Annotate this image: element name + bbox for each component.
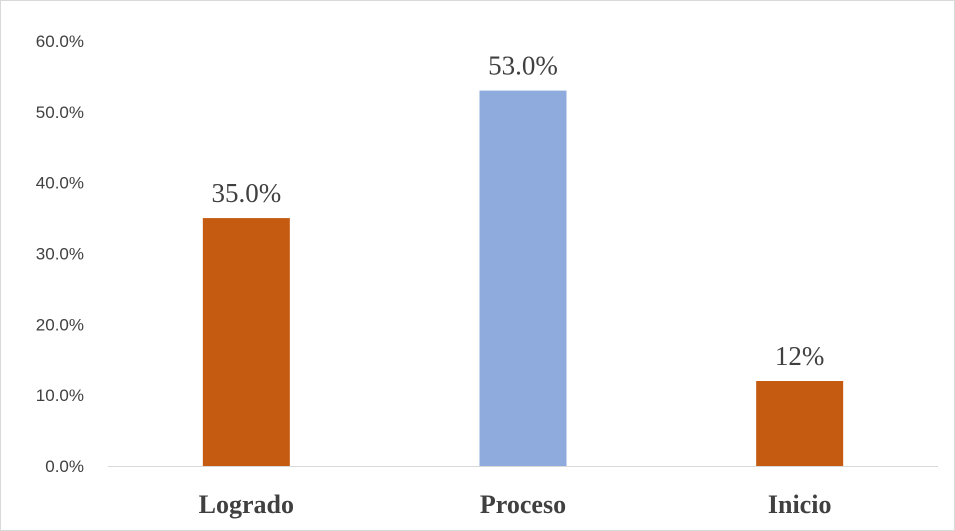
category-label-logrado: Logrado [199,490,294,519]
y-axis-ticks: 0.0% 10.0% 20.0% 30.0% 40.0% 50.0% 60.0% [36,32,84,476]
bars [202,90,844,466]
y-tick-label: 30.0% [36,245,84,264]
bar-inicio [756,381,844,466]
data-label-proceso: 53.0% [488,51,558,81]
y-tick-label: 10.0% [36,386,84,405]
y-tick-label: 50.0% [36,103,84,122]
category-label-inicio: Inicio [768,490,832,519]
category-labels: Logrado Proceso Inicio [199,490,832,519]
y-tick-label: 20.0% [36,315,84,334]
y-tick-label: 60.0% [36,32,84,51]
data-labels: 35.0% 53.0% 12% [211,51,824,371]
data-label-inicio: 12% [775,341,825,371]
y-tick-label: 0.0% [45,457,84,476]
bar-proceso [479,90,567,466]
bar-logrado [202,218,290,466]
y-tick-label: 40.0% [36,174,84,193]
category-label-proceso: Proceso [480,490,566,519]
data-label-logrado: 35.0% [211,178,281,208]
